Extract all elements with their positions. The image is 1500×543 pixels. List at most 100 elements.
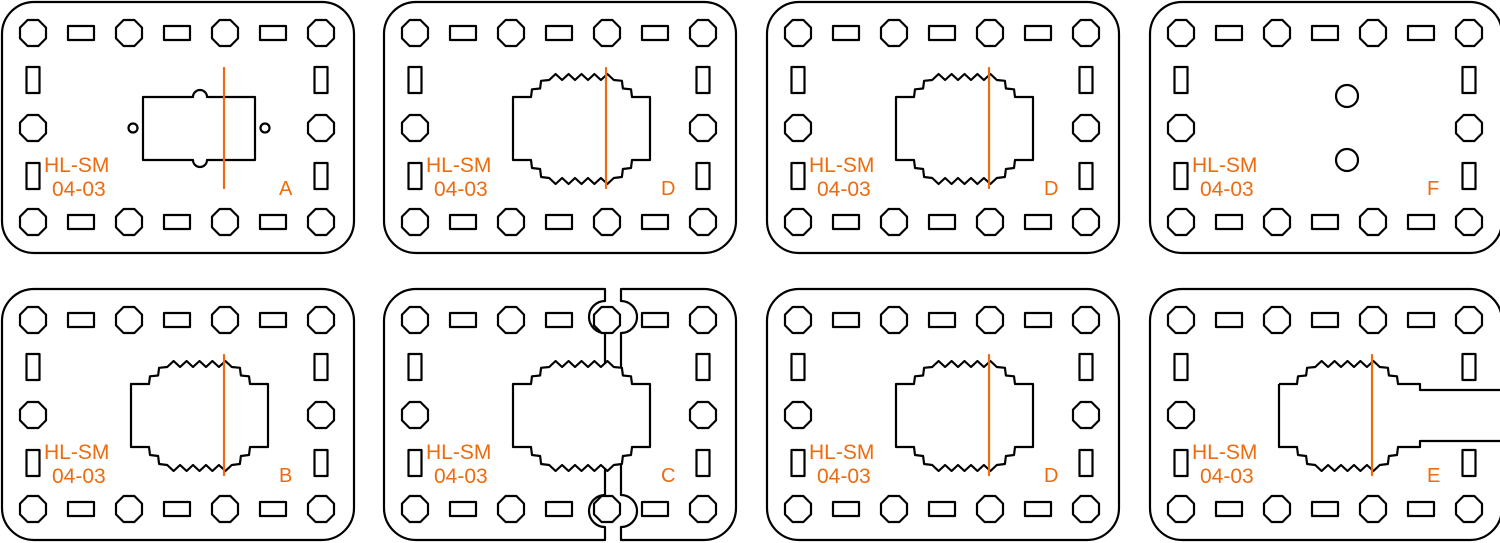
slot-hole	[25, 448, 41, 478]
serrated-cutout	[129, 359, 270, 473]
octagon-hole	[400, 113, 430, 143]
octagon-hole	[879, 207, 909, 237]
slot-hole	[25, 352, 41, 382]
plate-letter: B	[279, 465, 292, 487]
octagon-hole	[688, 207, 718, 237]
slot-hole	[1078, 352, 1094, 382]
plate-outline	[382, 287, 607, 542]
part-label-line1: HL-SM	[809, 154, 874, 177]
part-label-line2: 04-03	[52, 178, 106, 201]
slot-hole	[258, 213, 288, 231]
octagon-hole	[210, 207, 240, 237]
part-label-line1: HL-SM	[1192, 154, 1257, 177]
slot-hole	[162, 500, 192, 518]
octagon-hole	[1071, 207, 1101, 237]
slot-hole	[1023, 311, 1053, 329]
round-hole	[1334, 147, 1360, 173]
octagon-hole	[975, 494, 1005, 524]
octagon-hole	[1166, 494, 1196, 524]
slot-hole	[162, 24, 192, 42]
part-label-line2: 04-03	[817, 465, 871, 488]
slot-hole	[1214, 213, 1244, 231]
slot-hole	[66, 311, 96, 329]
octagon-hole	[1071, 494, 1101, 524]
slot-hole	[448, 213, 478, 231]
slot-hole	[1461, 161, 1477, 191]
octagon-hole	[783, 305, 813, 335]
octagon-hole	[1166, 207, 1196, 237]
slot-hole	[313, 448, 329, 478]
slot-hole	[1023, 500, 1053, 518]
slot-hole	[1173, 161, 1189, 191]
slot-hole	[544, 500, 574, 518]
plate-letter: D	[1044, 178, 1058, 200]
octagon-hole	[592, 18, 622, 48]
serrated-cutout	[1277, 359, 1500, 473]
octagon-hole	[18, 494, 48, 524]
octagon-hole	[1166, 400, 1196, 430]
octagon-hole	[1071, 18, 1101, 48]
octagon-hole	[114, 305, 144, 335]
octagon-hole	[306, 18, 336, 48]
slot-hole	[831, 213, 861, 231]
octagon-hole	[1262, 494, 1292, 524]
octagon-hole	[1262, 305, 1292, 335]
part-label-line2: 04-03	[52, 465, 106, 488]
octagon-hole	[688, 18, 718, 48]
octagon-hole	[496, 305, 526, 335]
plate-outline	[765, 0, 1121, 255]
slot-hole	[831, 311, 861, 329]
slot-hole	[1406, 500, 1436, 518]
serrated-cutout	[511, 72, 652, 186]
plate-outline	[619, 287, 738, 542]
slot-hole	[640, 311, 670, 329]
plate-outline	[1148, 0, 1500, 255]
octagon-hole	[1071, 113, 1101, 143]
octagon-hole	[879, 305, 909, 335]
octagon-hole	[1358, 494, 1388, 524]
octagon-hole	[496, 18, 526, 48]
octagon-hole	[306, 305, 336, 335]
plate-outline	[1148, 287, 1500, 542]
plate-letter: A	[279, 178, 293, 200]
plate-letter: C	[661, 465, 675, 487]
octagon-hole	[1454, 207, 1484, 237]
slot-hole	[313, 65, 329, 95]
slot-hole	[927, 500, 957, 518]
part-label-line1: HL-SM	[426, 154, 491, 177]
slot-hole	[1406, 311, 1436, 329]
slot-hole	[927, 311, 957, 329]
slot-hole	[544, 213, 574, 231]
slot-hole	[790, 448, 806, 478]
slot-hole	[1310, 24, 1340, 42]
slot-hole	[1023, 24, 1053, 42]
slot-hole	[790, 65, 806, 95]
slot-hole	[1214, 311, 1244, 329]
serrated-cutout	[894, 359, 1035, 473]
octagon-hole	[879, 494, 909, 524]
slot-hole	[695, 161, 711, 191]
octagon-hole	[18, 400, 48, 430]
octagon-hole	[1166, 305, 1196, 335]
slot-hole	[1310, 311, 1340, 329]
slot-hole	[1461, 65, 1477, 95]
plate-outline	[382, 0, 738, 255]
octagon-hole	[1166, 113, 1196, 143]
slot-hole	[1078, 448, 1094, 478]
octagon-hole	[400, 305, 430, 335]
part-label-line1: HL-SM	[809, 441, 874, 464]
octagon-hole	[592, 207, 622, 237]
part-label-line1: HL-SM	[426, 441, 491, 464]
octagon-hole	[688, 494, 718, 524]
serrated-cutout	[894, 72, 1035, 186]
octagon-hole	[1166, 18, 1196, 48]
slot-hole	[790, 161, 806, 191]
part-label-line1: HL-SM	[44, 441, 109, 464]
part-label-line2: 04-03	[434, 465, 488, 488]
octagon-hole	[783, 494, 813, 524]
